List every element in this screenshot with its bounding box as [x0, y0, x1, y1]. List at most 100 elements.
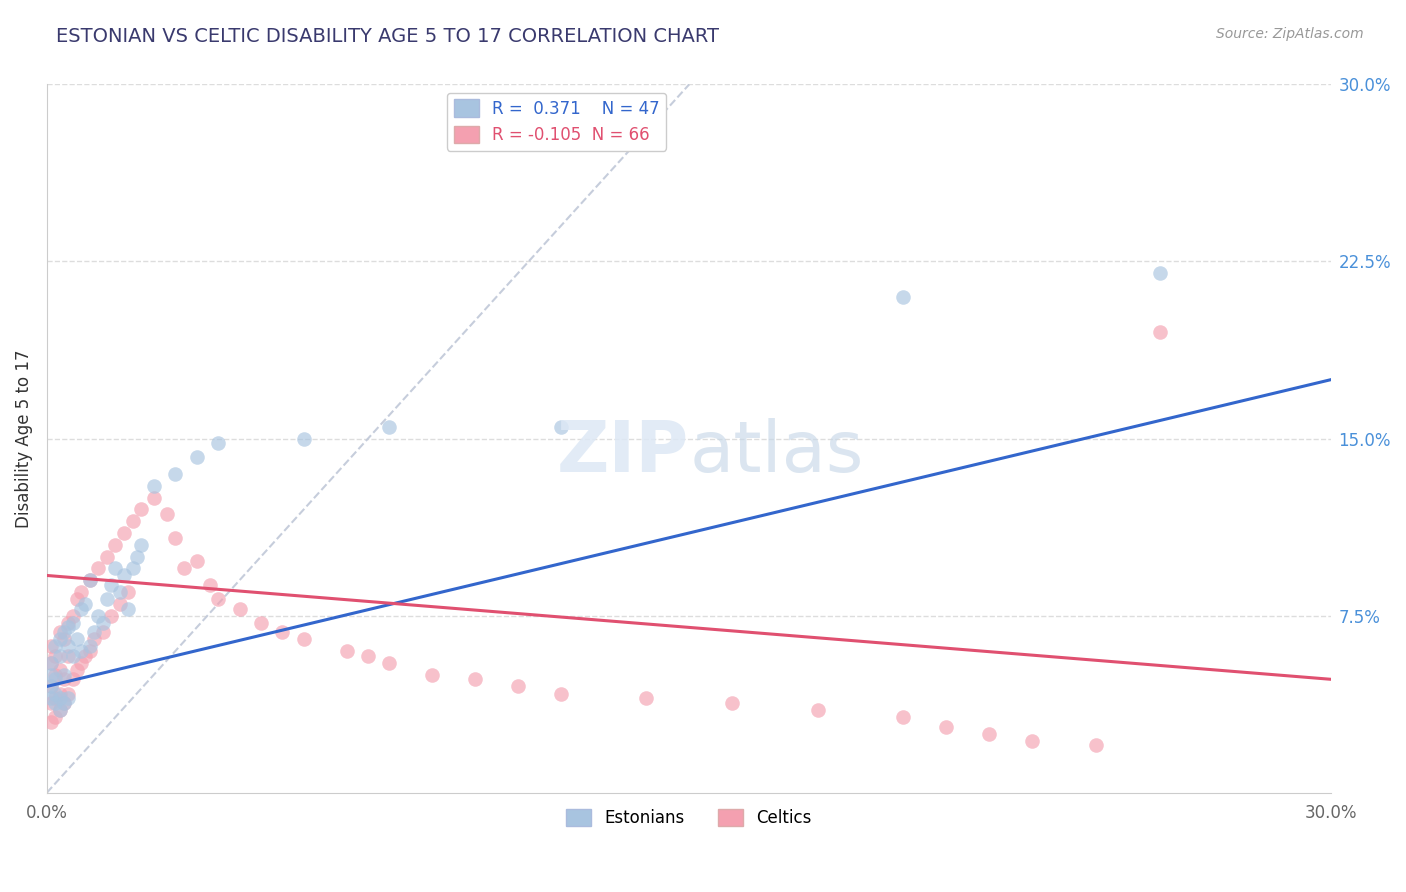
Point	[550, 686, 572, 700]
Point	[70, 644, 93, 658]
Point	[44, 696, 66, 710]
Point	[207, 592, 229, 607]
Point	[186, 450, 208, 465]
Point	[79, 573, 101, 587]
Point	[977, 726, 1000, 740]
Legend: Estonians, Celtics: Estonians, Celtics	[560, 803, 818, 834]
Text: atlas: atlas	[689, 418, 863, 487]
Point	[79, 640, 101, 654]
Point	[62, 615, 84, 630]
Point	[39, 714, 62, 729]
Point	[75, 648, 97, 663]
Point	[378, 419, 401, 434]
Point	[83, 625, 105, 640]
Point	[48, 703, 70, 717]
Point	[62, 608, 84, 623]
Text: ESTONIAN VS CELTIC DISABILITY AGE 5 TO 17 CORRELATION CHART: ESTONIAN VS CELTIC DISABILITY AGE 5 TO 1…	[56, 27, 720, 45]
Point	[121, 514, 143, 528]
Point	[44, 673, 66, 687]
Point	[58, 648, 80, 663]
Point	[112, 568, 135, 582]
Point	[66, 632, 89, 647]
Point	[87, 561, 110, 575]
Point	[39, 680, 62, 694]
Point	[935, 720, 957, 734]
Point	[48, 686, 70, 700]
Point	[79, 644, 101, 658]
Point	[70, 585, 93, 599]
Point	[292, 632, 315, 647]
Point	[121, 561, 143, 575]
Point	[207, 436, 229, 450]
Point	[636, 691, 658, 706]
Point	[39, 667, 62, 681]
Point	[464, 673, 486, 687]
Point	[53, 625, 76, 640]
Point	[39, 696, 62, 710]
Point	[336, 644, 359, 658]
Point	[48, 625, 70, 640]
Point	[62, 648, 84, 663]
Point	[53, 632, 76, 647]
Point	[125, 549, 148, 564]
Point	[96, 592, 118, 607]
Point	[70, 601, 93, 615]
Point	[48, 703, 70, 717]
Text: ZIP: ZIP	[557, 418, 689, 487]
Point	[117, 601, 139, 615]
Point	[1084, 739, 1107, 753]
Point	[44, 710, 66, 724]
Point	[129, 502, 152, 516]
Point	[87, 608, 110, 623]
Point	[112, 526, 135, 541]
Point	[173, 561, 195, 575]
Point	[75, 597, 97, 611]
Point	[104, 561, 127, 575]
Y-axis label: Disability Age 5 to 17: Disability Age 5 to 17	[15, 350, 32, 528]
Point	[44, 691, 66, 706]
Point	[58, 686, 80, 700]
Point	[117, 585, 139, 599]
Point	[70, 656, 93, 670]
Point	[891, 290, 914, 304]
Point	[39, 691, 62, 706]
Point	[44, 686, 66, 700]
Point	[39, 656, 62, 670]
Point	[198, 578, 221, 592]
Point	[39, 640, 62, 654]
Point	[53, 673, 76, 687]
Point	[100, 578, 122, 592]
Point	[58, 640, 80, 654]
Point	[165, 467, 187, 481]
Point	[357, 648, 380, 663]
Point	[1149, 326, 1171, 340]
Point	[66, 592, 89, 607]
Point	[100, 608, 122, 623]
Point	[53, 696, 76, 710]
Point	[58, 691, 80, 706]
Point	[271, 625, 294, 640]
Point	[292, 432, 315, 446]
Point	[58, 620, 80, 634]
Point	[91, 615, 114, 630]
Point	[44, 640, 66, 654]
Point	[44, 667, 66, 681]
Point	[58, 615, 80, 630]
Point	[39, 656, 62, 670]
Point	[108, 585, 131, 599]
Point	[165, 531, 187, 545]
Point	[550, 419, 572, 434]
Point	[420, 667, 443, 681]
Point	[104, 538, 127, 552]
Point	[186, 554, 208, 568]
Point	[96, 549, 118, 564]
Point	[129, 538, 152, 552]
Point	[53, 667, 76, 681]
Point	[721, 696, 744, 710]
Point	[1149, 266, 1171, 280]
Point	[250, 615, 273, 630]
Point	[79, 573, 101, 587]
Point	[142, 479, 165, 493]
Point	[807, 703, 830, 717]
Point	[39, 680, 62, 694]
